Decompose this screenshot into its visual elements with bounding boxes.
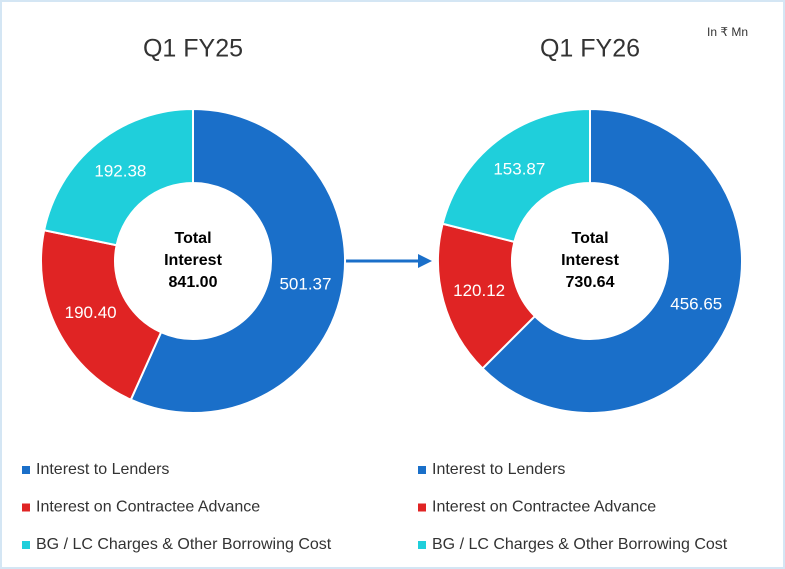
center-label: Interest — [561, 252, 619, 269]
center-label: Total — [174, 230, 211, 247]
slice-label: 192.38 — [94, 161, 146, 180]
legend-label: BG / LC Charges & Other Borrowing Cost — [36, 536, 332, 553]
legend-label: Interest to Lenders — [432, 461, 565, 478]
donut-slice — [40, 229, 163, 402]
legend-label: Interest on Contractee Advance — [36, 499, 260, 516]
legend-label: Interest to Lenders — [36, 461, 169, 478]
donut-slice — [437, 222, 537, 370]
legend-swatch — [418, 466, 426, 474]
donut-slice — [481, 107, 743, 414]
center-label: Total — [571, 230, 608, 247]
legend-swatch — [22, 466, 30, 474]
legend-label: BG / LC Charges & Other Borrowing Cost — [432, 536, 728, 553]
donut-slice — [129, 107, 346, 414]
slice-label: 190.40 — [65, 303, 117, 322]
legend-label: Interest on Contractee Advance — [432, 499, 656, 516]
unit-note: In ₹ Mn — [707, 25, 748, 39]
arrow-head — [418, 254, 432, 268]
center-total: 730.64 — [566, 274, 615, 291]
center-total: 841.00 — [169, 274, 218, 291]
legend-swatch — [418, 541, 426, 549]
donut-slice — [42, 107, 194, 247]
chart-title: Q1 FY26 — [540, 35, 640, 63]
slice-label: 456.65 — [670, 294, 722, 313]
slice-label: 501.37 — [279, 275, 331, 294]
donut-slice — [441, 107, 591, 244]
legend-swatch — [418, 503, 426, 512]
center-label: Interest — [164, 252, 222, 269]
slice-label: 153.87 — [493, 160, 545, 179]
chart-title: Q1 FY25 — [143, 35, 243, 63]
legend-swatch — [22, 541, 30, 549]
slice-label: 120.12 — [453, 281, 505, 300]
legend-swatch — [22, 503, 30, 512]
